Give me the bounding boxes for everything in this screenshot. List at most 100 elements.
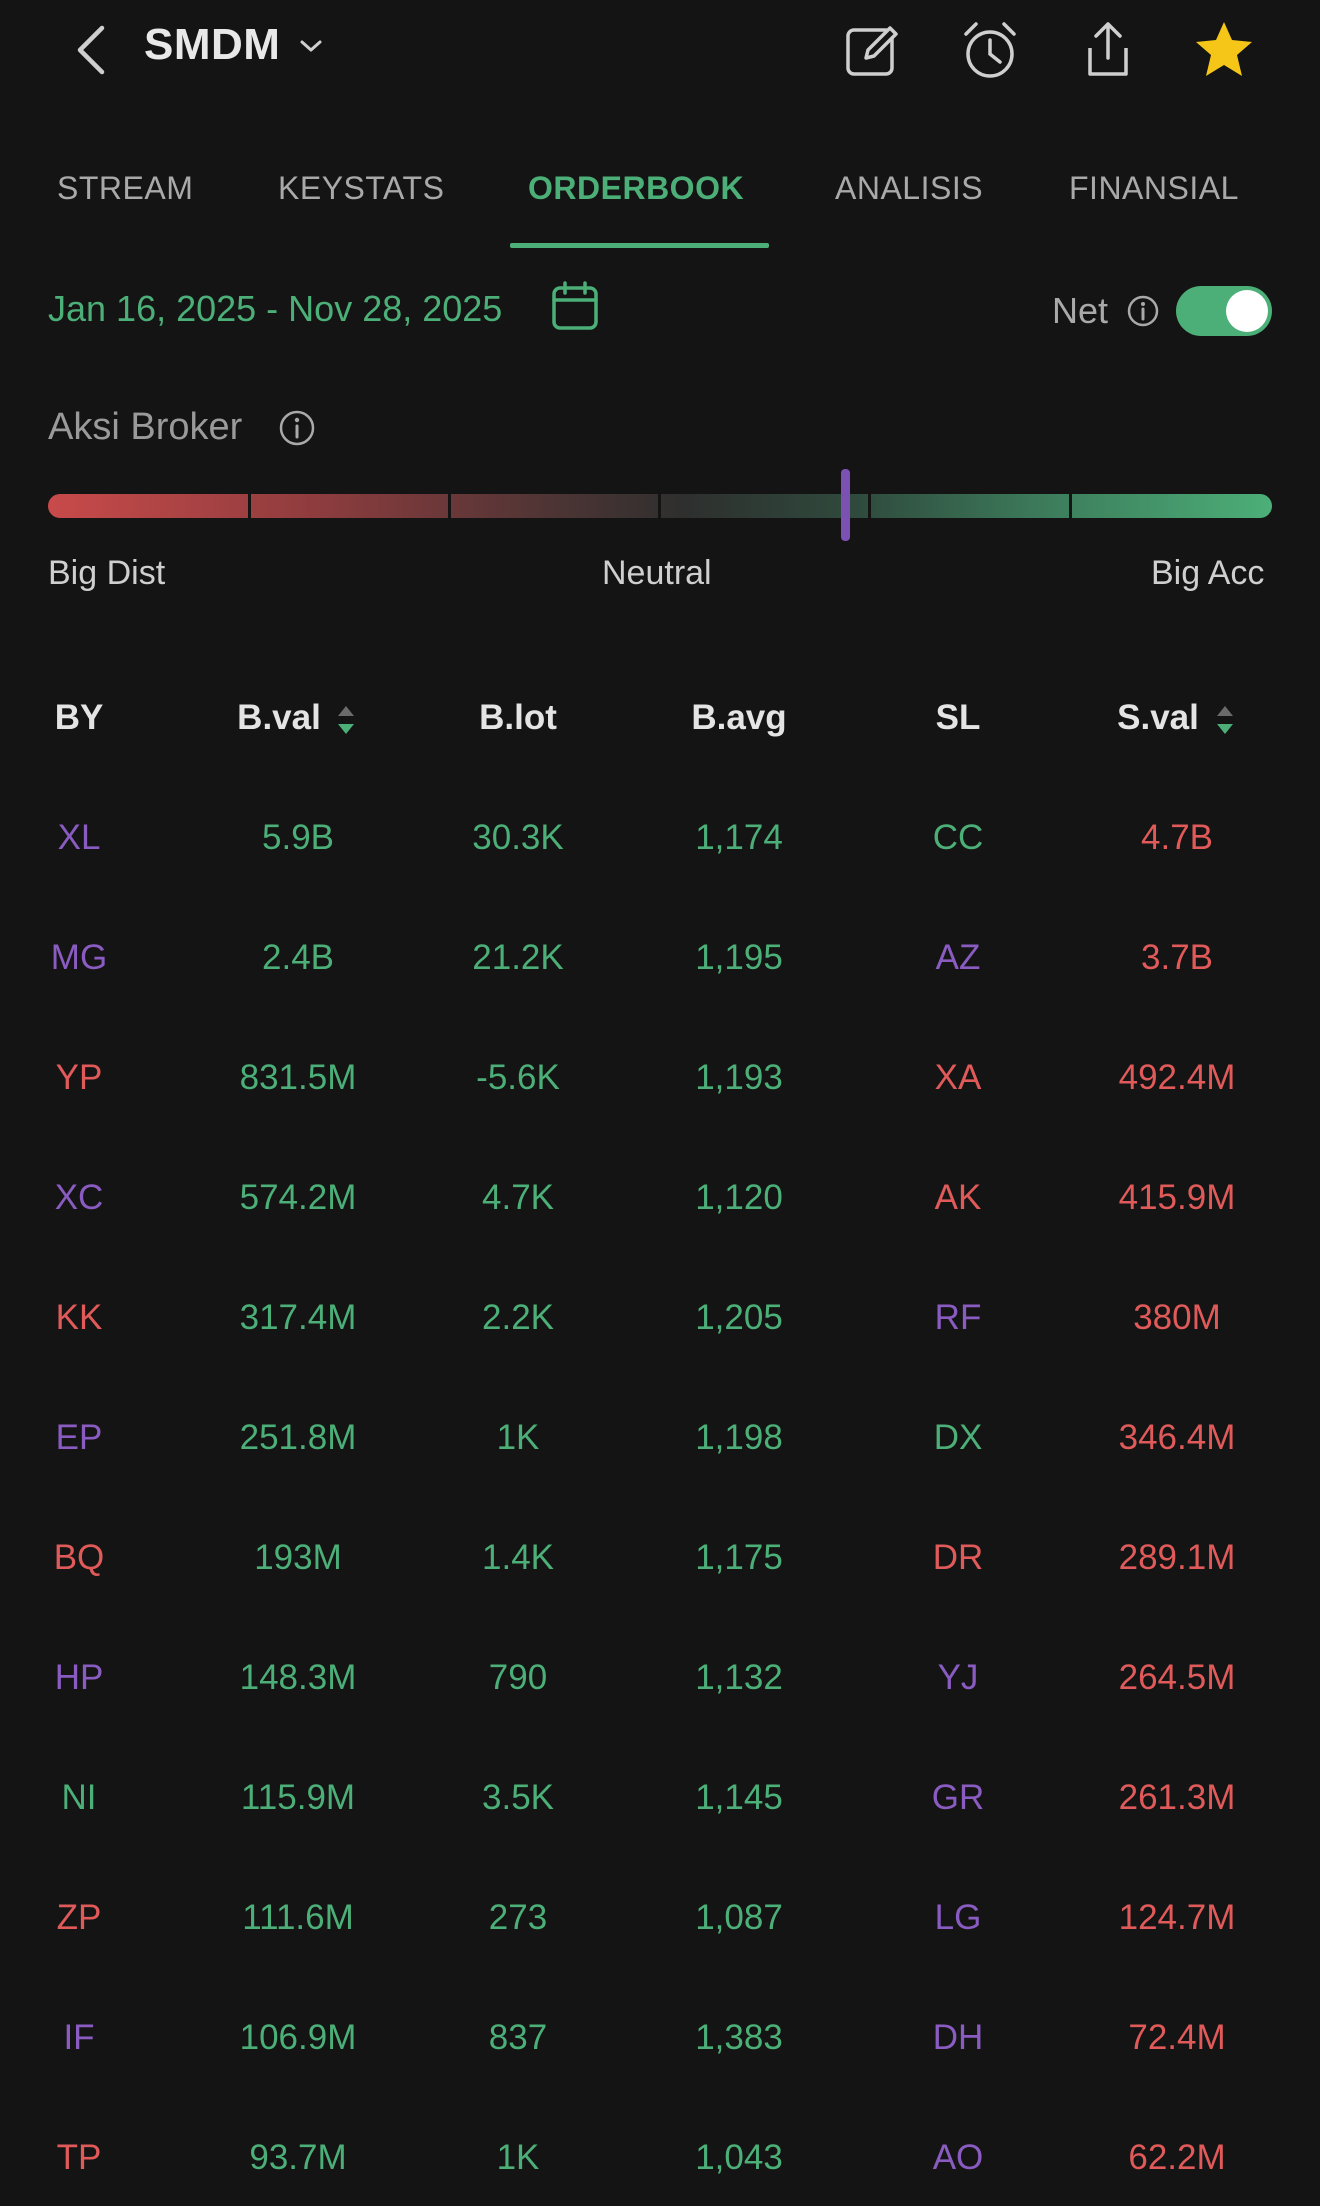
star-icon[interactable]: [1192, 18, 1256, 82]
aksi-broker-title: Aksi Broker: [48, 406, 243, 448]
seller-broker-code[interactable]: RF: [934, 1298, 982, 1337]
table-row[interactable]: KK 317.4M 2.2K 1,205 RF 380M: [0, 1262, 1320, 1382]
seller-broker-code[interactable]: CC: [932, 818, 984, 857]
meter-tick: [868, 494, 871, 518]
buy-average: 1,087: [695, 1898, 783, 1937]
meter-tick: [248, 494, 251, 518]
date-range[interactable]: Jan 16, 2025 - Nov 28, 2025: [48, 288, 503, 329]
table-row[interactable]: NI 115.9M 3.5K 1,145 GR 261.3M: [0, 1742, 1320, 1862]
sell-value: 289.1M: [1118, 1538, 1236, 1577]
buy-average: 1,198: [695, 1418, 783, 1457]
tab-orderbook[interactable]: ORDERBOOK: [528, 170, 745, 206]
seller-broker-code[interactable]: AK: [934, 1178, 982, 1217]
table-row[interactable]: TP 93.7M 1K 1,043 AO 62.2M: [0, 2102, 1320, 2206]
table-row[interactable]: IF 106.9M 837 1,383 DH 72.4M: [0, 1982, 1320, 2102]
table-header: BY B.val B.lot B.avg SL S.val: [0, 690, 1320, 750]
buyer-broker-code[interactable]: IF: [63, 2018, 95, 2057]
buyer-broker-code[interactable]: EP: [55, 1418, 103, 1457]
tab-analisis[interactable]: ANALISIS: [835, 170, 984, 206]
sort-indicator-icon[interactable]: [1214, 700, 1236, 744]
buyer-broker-code[interactable]: YP: [55, 1058, 103, 1097]
sell-value: 72.4M: [1128, 2018, 1226, 2057]
seller-broker-code[interactable]: DH: [932, 2018, 984, 2057]
tab-keystats[interactable]: KEYSTATS: [278, 170, 445, 206]
table-row[interactable]: ZP 111.6M 273 1,087 LG 124.7M: [0, 1862, 1320, 1982]
buyer-broker-code[interactable]: BQ: [53, 1538, 105, 1577]
seller-broker-code[interactable]: DR: [932, 1538, 984, 1577]
buy-average: 1,120: [695, 1178, 783, 1217]
buy-lot: -5.6K: [476, 1058, 560, 1097]
buy-lot: 790: [488, 1658, 548, 1697]
sell-value: 4.7B: [1141, 818, 1213, 857]
info-icon[interactable]: [278, 409, 316, 447]
table-row[interactable]: EP 251.8M 1K 1,198 DX 346.4M: [0, 1382, 1320, 1502]
alarm-icon[interactable]: [958, 18, 1022, 82]
col-header-by[interactable]: BY: [54, 698, 104, 737]
buyer-broker-code[interactable]: XL: [57, 818, 101, 857]
buy-lot: 1.4K: [482, 1538, 554, 1577]
active-tab-indicator: [510, 243, 769, 248]
sell-value: 62.2M: [1128, 2138, 1226, 2177]
seller-broker-code[interactable]: XA: [934, 1058, 982, 1097]
col-header-bavg[interactable]: B.avg: [691, 698, 787, 737]
sell-value: 415.9M: [1118, 1178, 1236, 1217]
buyer-broker-code[interactable]: TP: [56, 2138, 102, 2177]
sell-value: 492.4M: [1118, 1058, 1236, 1097]
table-row[interactable]: YP 831.5M -5.6K 1,193 XA 492.4M: [0, 1022, 1320, 1142]
toggle-knob: [1226, 290, 1268, 332]
seller-broker-code[interactable]: YJ: [937, 1658, 979, 1697]
info-icon[interactable]: [1126, 294, 1160, 328]
buy-value: 574.2M: [239, 1178, 357, 1217]
buy-average: 1,195: [695, 938, 783, 977]
meter-tick: [658, 494, 661, 518]
table-row[interactable]: XC 574.2M 4.7K 1,120 AK 415.9M: [0, 1142, 1320, 1262]
col-header-bval[interactable]: B.val: [237, 698, 321, 737]
table-row[interactable]: HP 148.3M 790 1,132 YJ 264.5M: [0, 1622, 1320, 1742]
calendar-icon[interactable]: [550, 280, 600, 332]
buy-average: 1,193: [695, 1058, 783, 1097]
buy-value: 115.9M: [240, 1778, 356, 1817]
buy-value: 148.3M: [239, 1658, 357, 1697]
buy-lot: 2.2K: [482, 1298, 554, 1337]
buyer-broker-code[interactable]: HP: [54, 1658, 104, 1697]
net-toggle[interactable]: [1176, 286, 1272, 336]
meter-marker: [841, 469, 850, 541]
seller-broker-code[interactable]: GR: [931, 1778, 985, 1817]
buy-value: 251.8M: [239, 1418, 357, 1457]
col-header-sl[interactable]: SL: [935, 698, 981, 737]
edit-icon[interactable]: [840, 18, 904, 82]
meter-tick: [1069, 494, 1072, 518]
chevron-down-icon[interactable]: [298, 36, 324, 56]
tab-stream[interactable]: STREAM: [57, 170, 194, 206]
meter-label-big-acc: Big Acc: [1151, 554, 1265, 592]
buy-lot: 1K: [496, 1418, 540, 1457]
table-row[interactable]: MG 2.4B 21.2K 1,195 AZ 3.7B: [0, 902, 1320, 1022]
seller-broker-code[interactable]: AZ: [935, 938, 981, 977]
buyer-broker-code[interactable]: NI: [61, 1778, 97, 1817]
broker-table-body: XL 5.9B 30.3K 1,174 CC 4.7B MG 2.4B 21.2K 1,195 AZ…: [0, 782, 1320, 2206]
back-chevron-icon[interactable]: [72, 22, 112, 78]
table-row[interactable]: BQ 193M 1.4K 1,175 DR 289.1M: [0, 1502, 1320, 1622]
buyer-broker-code[interactable]: ZP: [56, 1898, 102, 1937]
ticker-symbol[interactable]: SMDM: [144, 20, 281, 69]
broker-action-meter: [48, 494, 1272, 518]
meter-label-neutral: Neutral: [602, 554, 712, 592]
buyer-broker-code[interactable]: KK: [55, 1298, 103, 1337]
buyer-broker-code[interactable]: MG: [50, 938, 108, 977]
buy-lot: 3.5K: [482, 1778, 554, 1817]
buy-value: 93.7M: [249, 2138, 347, 2177]
share-icon[interactable]: [1076, 18, 1140, 82]
buy-average: 1,132: [695, 1658, 783, 1697]
seller-broker-code[interactable]: LG: [934, 1898, 982, 1937]
seller-broker-code[interactable]: AO: [932, 2138, 984, 2177]
table-row[interactable]: XL 5.9B 30.3K 1,174 CC 4.7B: [0, 782, 1320, 902]
sort-indicator-icon[interactable]: [335, 700, 357, 744]
buy-value: 5.9B: [262, 818, 334, 857]
buy-lot: 1K: [496, 2138, 540, 2177]
buyer-broker-code[interactable]: XC: [54, 1178, 104, 1217]
seller-broker-code[interactable]: DX: [933, 1418, 983, 1457]
tab-finansial[interactable]: FINANSIAL: [1069, 170, 1239, 206]
buy-average: 1,175: [695, 1538, 783, 1577]
col-header-sval[interactable]: S.val: [1117, 698, 1199, 737]
col-header-blot[interactable]: B.lot: [479, 698, 557, 737]
